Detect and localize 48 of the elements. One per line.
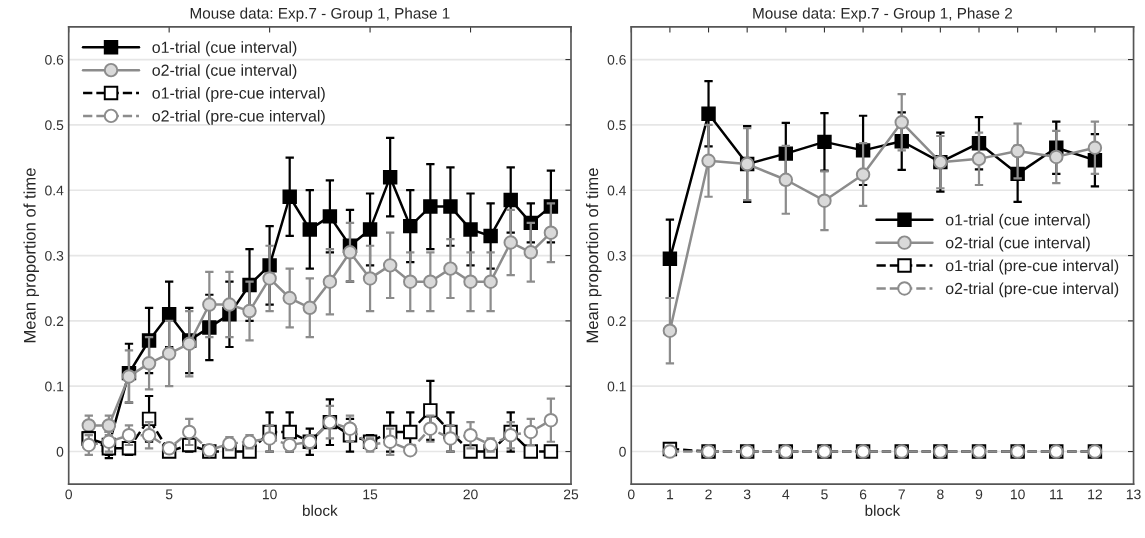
x-tick-label: 4 xyxy=(782,489,790,500)
x-tick-label: 5 xyxy=(165,489,173,500)
x-tick-label: 12 xyxy=(1088,489,1102,500)
legend-label: o2-trial (pre-cue interval) xyxy=(945,282,1119,298)
y-tick-label: 0.1 xyxy=(607,381,626,392)
x-tick-label: 15 xyxy=(363,489,378,500)
y-axis-title: Mean proportion of time xyxy=(586,168,602,343)
y-tick-label: 0.3 xyxy=(45,250,64,261)
x-tick-label: 10 xyxy=(1010,489,1025,500)
legend-label: o2-trial (cue interval) xyxy=(152,64,297,80)
x-tick-label: 11 xyxy=(1050,489,1063,500)
y-tick-label: 0.3 xyxy=(607,250,626,261)
x-tick-label: 9 xyxy=(975,489,983,500)
chart-title: Mouse data: Exp.7 - Group 1, Phase 2 xyxy=(753,7,1013,22)
y-tick-label: 0.6 xyxy=(45,54,64,65)
x-axis-title: block xyxy=(865,504,901,517)
chart-title: Mouse data: Exp.7 - Group 1, Phase 1 xyxy=(190,7,450,22)
y-tick-label: 0.2 xyxy=(45,316,64,327)
legend-label: o1-trial (cue interval) xyxy=(945,213,1090,229)
x-tick-label: 6 xyxy=(859,489,867,500)
legend-label: o1-trial (cue interval) xyxy=(152,41,297,57)
y-axis-title: Mean proportion of time xyxy=(23,168,39,343)
legend-label: o2-trial (cue interval) xyxy=(945,236,1090,252)
x-tick-label: 25 xyxy=(563,489,579,500)
x-tick-label: 2 xyxy=(705,489,712,500)
x-tick-label: 3 xyxy=(743,489,751,500)
y-tick-label: 0.4 xyxy=(607,185,626,196)
y-tick-label: 0.5 xyxy=(45,120,64,131)
legend-label: o2-trial (pre-cue interval) xyxy=(152,109,325,125)
x-tick-label: 10 xyxy=(262,489,277,500)
x-axis-title: block xyxy=(303,504,338,517)
legend-label: o1-trial (pre-cue interval) xyxy=(945,259,1119,275)
x-tick-label: 0 xyxy=(65,489,73,500)
x-tick-label: 8 xyxy=(937,489,944,500)
y-tick-label: 0 xyxy=(56,446,64,457)
x-tick-label: 13 xyxy=(1126,489,1141,500)
y-tick-label: 0 xyxy=(619,446,626,457)
y-tick-label: 0.6 xyxy=(607,54,626,65)
x-tick-label: 5 xyxy=(821,489,828,500)
y-tick-label: 0.2 xyxy=(607,316,626,327)
legend-label: o1-trial (pre-cue interval) xyxy=(152,87,325,102)
y-tick-label: 0.4 xyxy=(45,185,64,196)
y-tick-label: 0.5 xyxy=(607,120,626,131)
x-tick-label: 1 xyxy=(667,489,674,500)
x-tick-label: 7 xyxy=(898,489,905,500)
x-tick-label: 20 xyxy=(463,489,478,500)
y-tick-label: 0.1 xyxy=(45,381,64,392)
x-tick-label: 0 xyxy=(627,489,635,500)
